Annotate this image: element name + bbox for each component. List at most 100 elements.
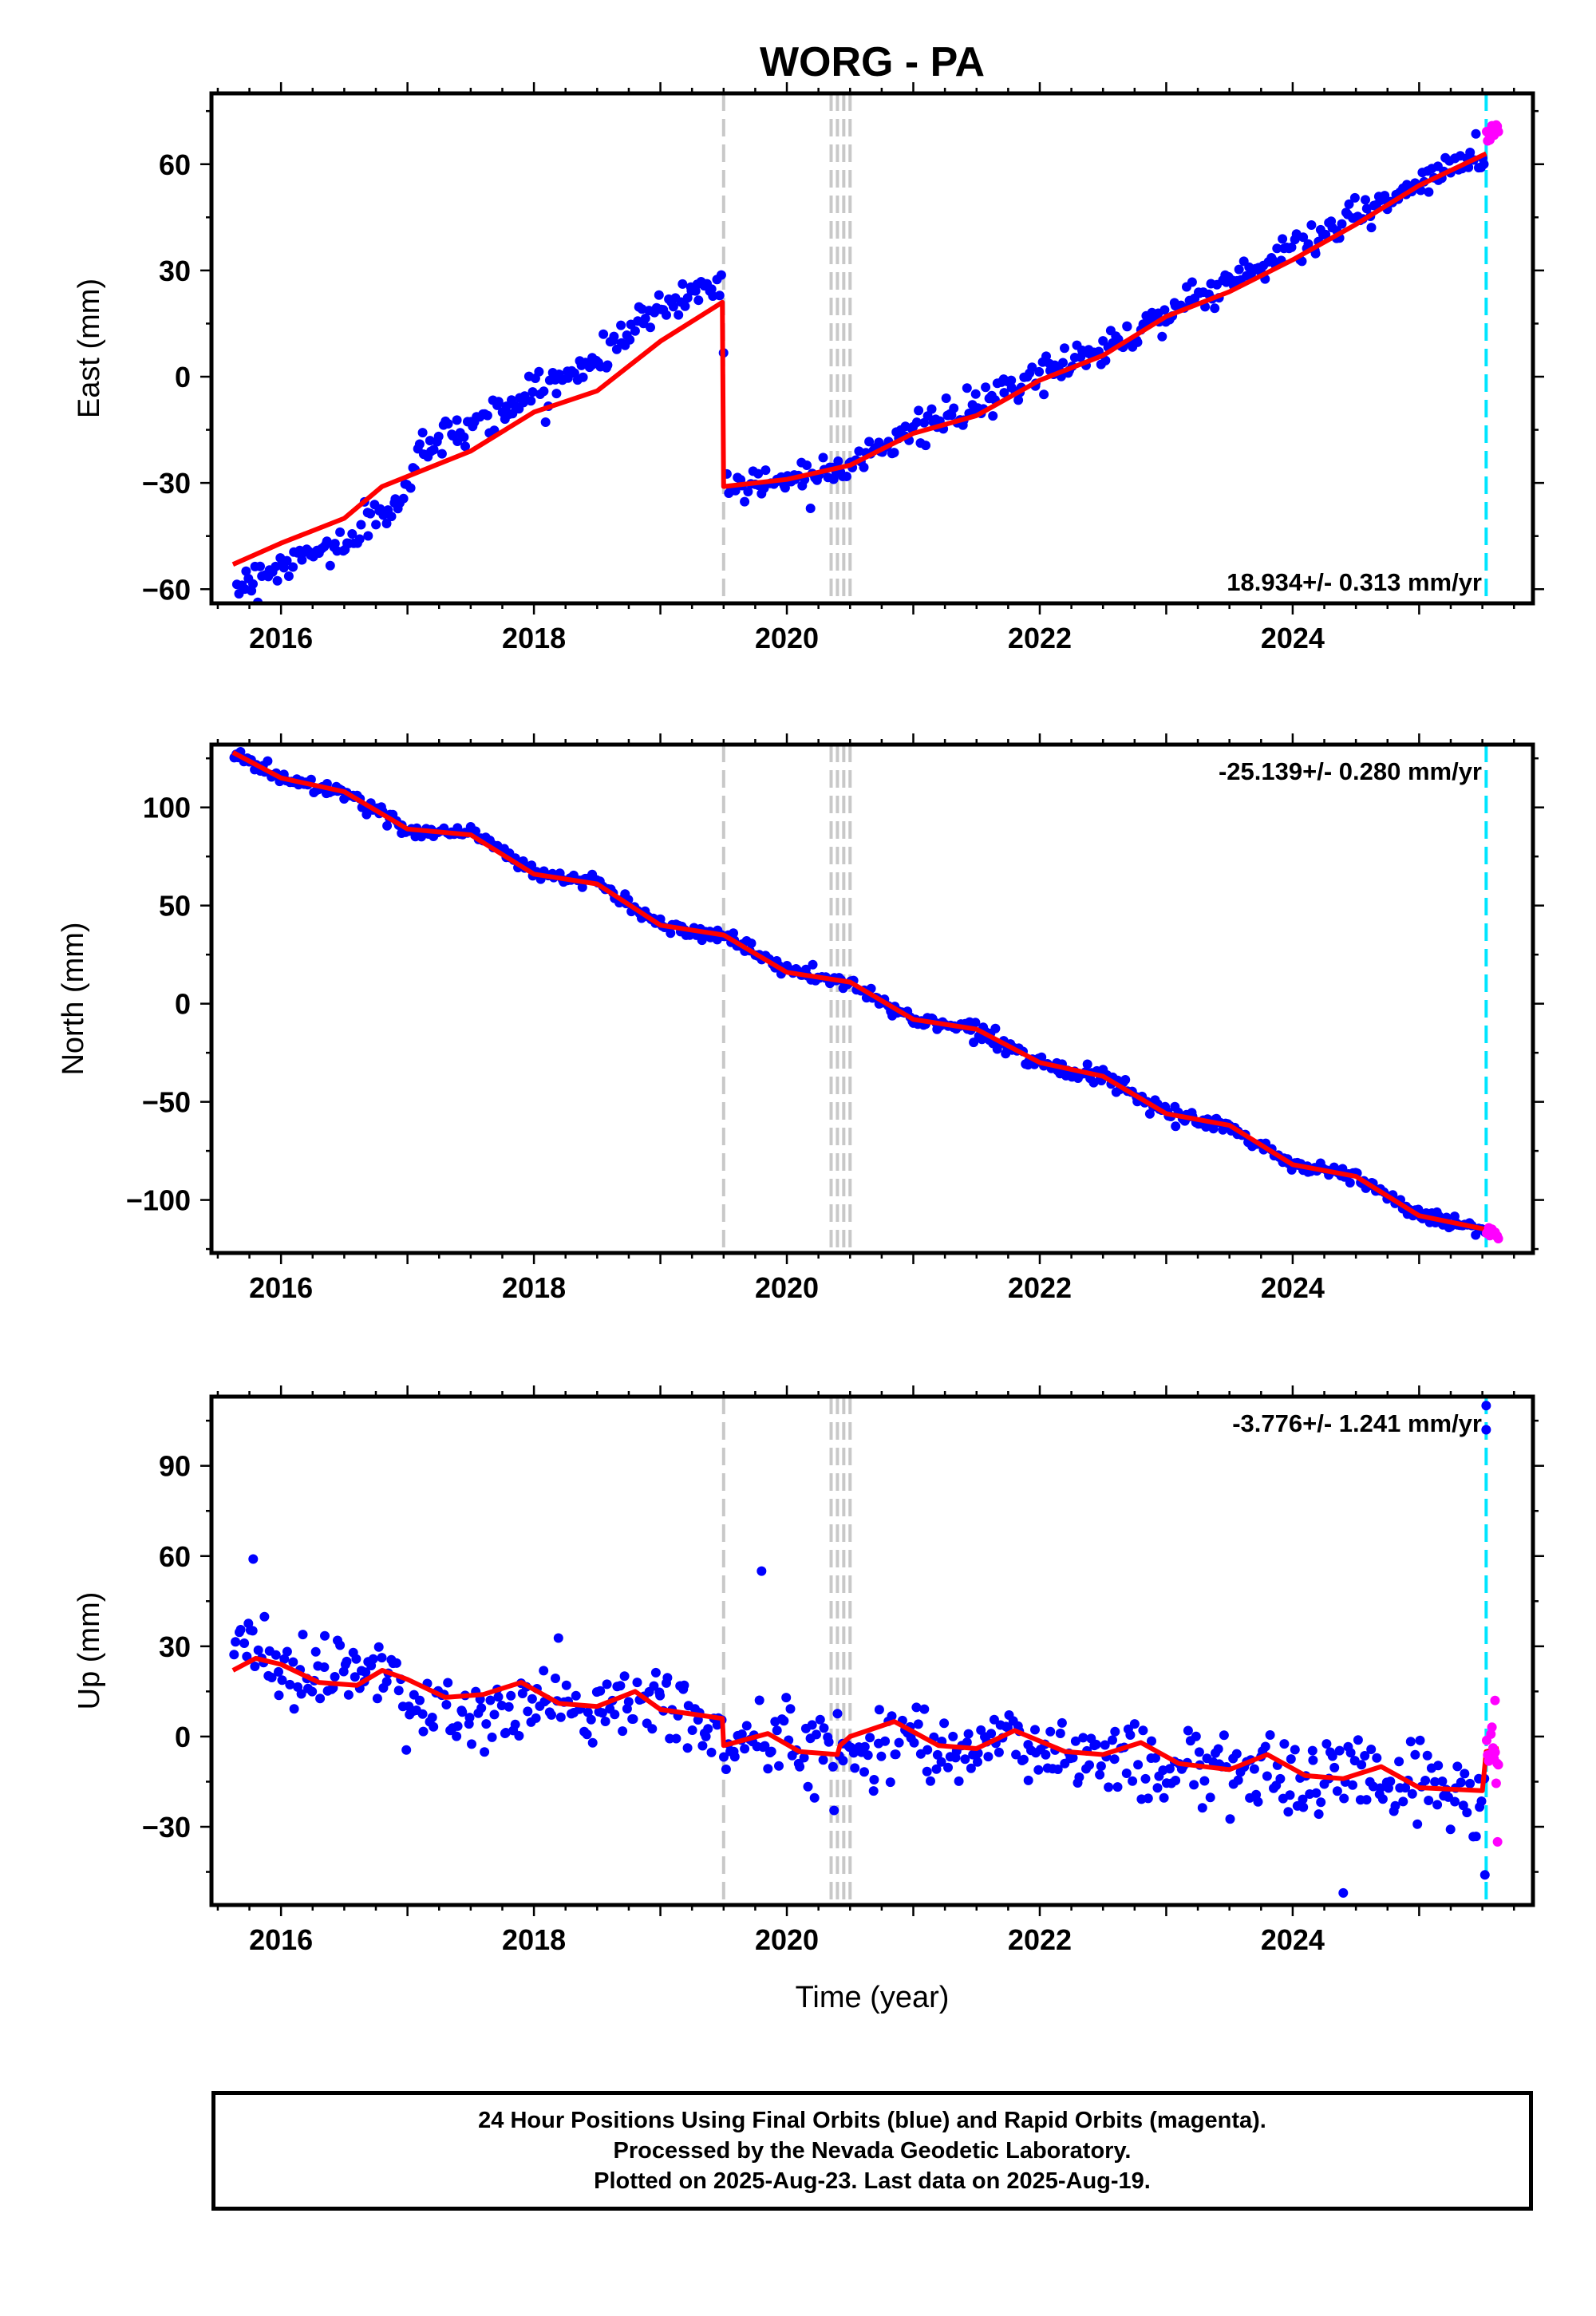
east-final-orbit-point [864, 437, 875, 447]
up-final-orbit-point [1091, 1739, 1101, 1749]
up-final-orbit-point [510, 1719, 520, 1729]
east-final-orbit-point [425, 436, 435, 446]
up-final-orbit-point [298, 1630, 308, 1640]
north-y-tick-label: 100 [143, 792, 191, 824]
east-final-orbit-point [859, 462, 869, 472]
east-final-orbit-point [874, 437, 884, 448]
up-final-orbit-point [741, 1721, 752, 1731]
up-final-orbit-point [1233, 1775, 1243, 1785]
up-final-orbit-point [703, 1724, 713, 1734]
east-final-orbit-point [1122, 322, 1132, 332]
up-final-orbit-point [1219, 1730, 1229, 1741]
up-final-orbit-point [377, 1653, 387, 1663]
up-y-tick-label: −30 [142, 1811, 191, 1844]
up-velocity-label: -3.776+/- 1.241 mm/yr [1232, 1409, 1482, 1437]
up-final-orbit-point [721, 1765, 731, 1774]
up-final-orbit-point [983, 1752, 994, 1762]
up-y-tick-label: 90 [159, 1450, 191, 1483]
up-final-orbit-point [1205, 1792, 1215, 1803]
north-final-orbit-point [1082, 1059, 1092, 1069]
north-final-orbit-point [1345, 1178, 1355, 1188]
north-y-axis-label: North (mm) [57, 922, 90, 1075]
east-final-orbit-point [1298, 232, 1309, 243]
east-final-orbit-point [363, 531, 373, 541]
up-final-orbit-point [931, 1764, 942, 1774]
up-final-orbit-point [441, 1700, 452, 1709]
up-final-orbit-point [1377, 1794, 1388, 1804]
east-final-orbit-point [272, 575, 282, 586]
up-final-orbit-point [1334, 1745, 1345, 1756]
up-final-orbit-point [242, 1651, 252, 1662]
east-final-orbit-point [540, 417, 551, 427]
east-final-orbit-point [437, 449, 447, 459]
up-final-orbit-point [628, 1714, 638, 1724]
up-rapid-orbit-point [1492, 1836, 1503, 1847]
up-final-orbit-point [781, 1693, 792, 1703]
north-plot-area [229, 745, 1503, 1253]
up-final-orbit-point [1128, 1776, 1138, 1786]
up-final-orbit-point [602, 1679, 612, 1690]
up-final-orbit-point [1159, 1792, 1169, 1803]
east-final-orbit-point [1234, 264, 1244, 275]
up-final-orbit-point [1311, 1788, 1321, 1798]
up-x-tick-label: 2016 [249, 1923, 313, 1956]
up-final-orbit-point [595, 1686, 606, 1696]
east-final-orbit-point [833, 456, 843, 466]
east-final-orbit-point [1027, 362, 1037, 373]
up-final-orbit-point [506, 1690, 516, 1701]
processing-info-box: 24 Hour Positions Using Final Orbits (bl… [211, 2091, 1533, 2211]
east-final-orbit-point [482, 410, 492, 421]
up-final-orbit-point [1410, 1749, 1420, 1760]
up-final-orbit-point [809, 1792, 820, 1803]
east-final-orbit-point [630, 326, 640, 336]
east-final-orbit-point [1278, 234, 1288, 244]
up-final-orbit-point [679, 1680, 689, 1690]
up-final-orbit-point [887, 1711, 897, 1721]
east-final-orbit-point [526, 396, 536, 406]
east-final-orbit-point [493, 397, 504, 407]
up-final-orbit-point [665, 1733, 675, 1744]
east-final-orbit-point [248, 579, 258, 589]
north-x-tick-label: 2022 [1008, 1271, 1072, 1304]
up-final-orbit-point [1194, 1747, 1204, 1757]
east-final-orbit-point [563, 373, 573, 383]
up-final-orbit-point [1412, 1819, 1423, 1829]
up-final-orbit-point [452, 1731, 462, 1741]
east-y-tick-label: 30 [159, 255, 191, 287]
up-final-orbit-point [427, 1713, 437, 1722]
east-final-orbit-point [1039, 389, 1049, 400]
east-final-orbit-point [981, 382, 991, 393]
east-final-orbit-point [999, 388, 1009, 398]
up-final-orbit-point [586, 1714, 596, 1725]
north-velocity-label: -25.139+/- 0.280 mm/yr [1219, 757, 1482, 785]
up-final-orbit-point [880, 1736, 891, 1746]
up-final-orbit-point [785, 1704, 796, 1714]
up-final-orbit-point [936, 1757, 946, 1767]
north-x-tick-label: 2024 [1261, 1271, 1325, 1304]
east-final-orbit-point [921, 441, 930, 451]
up-final-orbit-point [467, 1739, 476, 1749]
up-final-orbit-point [1262, 1771, 1272, 1781]
up-final-orbit-point [1096, 1761, 1106, 1771]
up-final-orbit-point [373, 1642, 384, 1652]
up-final-orbit-point [282, 1646, 292, 1657]
east-final-orbit-point [654, 290, 664, 300]
up-final-orbit-point [737, 1729, 747, 1739]
east-final-orbit-point [330, 539, 340, 549]
up-final-orbit-point [464, 1713, 475, 1723]
up-final-orbit-point [697, 1741, 708, 1751]
up-final-orbit-point [1329, 1762, 1340, 1773]
east-final-orbit-point [1144, 315, 1154, 326]
up-final-orbit-point [1189, 1780, 1199, 1790]
east-final-orbit-point [228, 608, 238, 618]
up-final-orbit-point [623, 1697, 634, 1707]
east-final-orbit-point [1337, 219, 1347, 229]
east-final-orbit-point [1159, 305, 1170, 315]
up-final-orbit-point [551, 1674, 560, 1683]
up-final-orbit-point [1298, 1794, 1308, 1804]
east-final-orbit-point [662, 310, 671, 320]
up-final-orbit-point [1332, 1786, 1342, 1796]
up-final-orbit-point [865, 1733, 875, 1743]
east-plot-area [228, 93, 1503, 618]
up-final-orbit-point [239, 1638, 250, 1648]
